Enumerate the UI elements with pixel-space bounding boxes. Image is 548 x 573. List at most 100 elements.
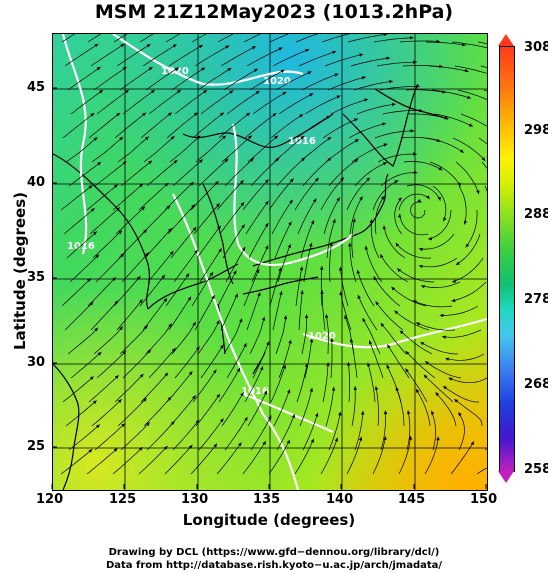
streamline-arrowhead	[246, 112, 250, 117]
x-tick-label: 125	[109, 492, 137, 507]
streamline-arrowhead	[251, 46, 256, 50]
y-tick-label: 40	[27, 175, 46, 190]
streamline-arrowhead	[416, 388, 420, 393]
streamline-arrowhead	[391, 102, 396, 107]
streamline	[119, 324, 148, 355]
streamline-arrowhead	[289, 199, 293, 204]
streamline-arrowhead	[327, 157, 332, 162]
streamline-arrowhead	[286, 439, 290, 444]
streamline-arrowhead	[92, 400, 97, 405]
streamline-arrowhead	[90, 208, 95, 212]
streamline	[399, 40, 441, 43]
streamline	[374, 130, 415, 139]
streamline-arrowhead	[300, 290, 304, 294]
streamline-arrowhead	[219, 112, 224, 117]
streamline-arrowhead	[113, 184, 118, 189]
streamline	[451, 281, 487, 302]
streamline	[116, 299, 143, 331]
streamline-arrowhead	[383, 34, 388, 37]
streamline	[249, 316, 265, 355]
streamline-arrowhead	[435, 392, 440, 397]
streamline	[346, 177, 371, 211]
streamline	[278, 339, 292, 379]
streamline	[368, 340, 384, 379]
streamline-arrowhead	[241, 224, 245, 229]
streamline-arrowhead	[413, 60, 417, 64]
streamline	[481, 161, 487, 169]
streamline	[370, 219, 380, 259]
streamline-arrowhead	[364, 245, 368, 250]
streamline	[420, 281, 461, 288]
streamline-arrowhead	[274, 135, 278, 140]
streamline-arrowhead	[369, 219, 373, 224]
streamline	[88, 112, 121, 139]
y-tick-label: 30	[27, 355, 46, 370]
streamline-arrowhead	[347, 362, 351, 366]
x-tick-label: 140	[326, 492, 354, 507]
streamline	[197, 67, 232, 91]
streamline	[169, 135, 201, 163]
streamline-arrowhead	[467, 95, 471, 99]
streamline-arrowhead	[265, 245, 269, 250]
streamline-arrowhead	[348, 242, 352, 247]
isobar-label: 1020	[161, 66, 189, 77]
streamline-arrowhead	[439, 64, 443, 69]
streamline	[70, 351, 102, 379]
streamline-arrowhead	[168, 228, 172, 233]
streamline	[224, 416, 248, 451]
streamline-arrowhead	[324, 314, 329, 318]
streamline-arrowhead	[359, 196, 363, 201]
streamline	[243, 34, 261, 43]
streamline-arrowhead	[361, 76, 366, 80]
streamline-arrowhead	[216, 320, 220, 325]
streamline	[174, 89, 208, 115]
streamline-arrowhead	[139, 374, 144, 378]
streamline	[340, 266, 349, 307]
streamline-arrowhead	[327, 137, 332, 141]
streamline-arrowhead	[150, 89, 155, 94]
streamline	[117, 136, 150, 163]
streamline	[327, 76, 366, 91]
streamline-arrowhead	[280, 69, 285, 74]
streamline-arrowhead	[287, 389, 291, 394]
streamline	[168, 44, 204, 67]
streamline	[326, 218, 336, 259]
streamline-arrowhead	[382, 225, 386, 230]
streamline	[379, 86, 420, 91]
streamline	[356, 103, 396, 115]
isobar-labels: 1020 1016 1020 1016 1020 1016	[67, 66, 336, 397]
streamline-arrowhead	[87, 278, 91, 283]
streamline-arrowhead	[199, 159, 203, 164]
streamline	[321, 290, 326, 331]
streamline-arrowhead	[244, 417, 248, 421]
streamline	[190, 180, 219, 211]
streamline	[195, 393, 221, 427]
streamline-arrowhead	[216, 203, 220, 208]
streamline-arrowhead	[340, 177, 344, 182]
streamline-arrowhead	[457, 182, 461, 187]
streamline	[92, 230, 123, 259]
streamline-arrowhead	[387, 344, 391, 349]
streamline-arrowhead	[177, 89, 181, 94]
streamline-arrowhead	[193, 112, 198, 117]
streamline-arrowhead	[349, 338, 354, 343]
streamline-arrowhead	[438, 166, 443, 171]
streamline-arrowhead	[265, 201, 269, 205]
streamline	[244, 113, 277, 139]
streamline-arrowhead	[332, 219, 336, 223]
streamline-arrowhead	[339, 291, 343, 296]
streamline-arrowhead	[421, 285, 425, 289]
streamline	[276, 413, 295, 451]
streamline	[61, 278, 92, 307]
isobar-label: 1016	[241, 386, 269, 397]
streamline-arrowhead	[211, 295, 215, 300]
streamline	[91, 399, 122, 427]
streamline	[418, 257, 458, 268]
streamline	[219, 201, 245, 235]
streamline	[226, 90, 260, 115]
streamline	[347, 362, 350, 403]
streamline	[87, 34, 102, 43]
streamline-arrowhead	[395, 242, 400, 247]
streamline-arrowhead	[192, 321, 196, 326]
streamline-arrowhead	[201, 67, 206, 71]
